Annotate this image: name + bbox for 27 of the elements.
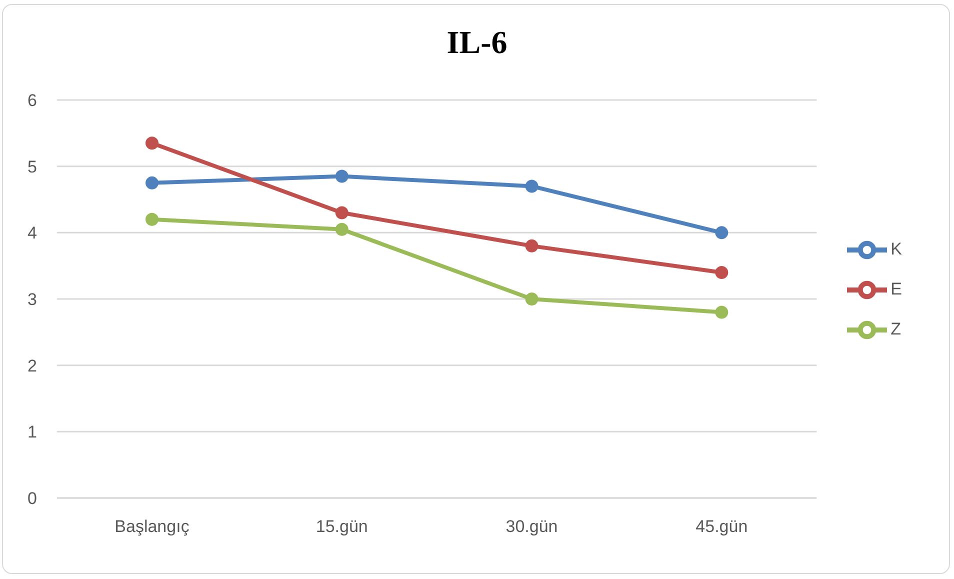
point (146, 176, 158, 190)
chart-title: IL-6 (446, 24, 508, 61)
y-tick-label: 6 (28, 91, 37, 110)
y-tick-label: 4 (28, 224, 37, 243)
x-tick-label: Başlangıç (114, 517, 190, 536)
legend-label: K (890, 238, 902, 258)
y-tick-label: 3 (28, 290, 37, 310)
point (525, 239, 538, 252)
point (146, 136, 158, 150)
point (335, 206, 348, 220)
x-tick-label: 45.gün (696, 517, 748, 536)
point (715, 266, 728, 279)
y-tick-label: 1 (28, 422, 37, 442)
y-tick-label: 2 (28, 356, 37, 376)
y-tick-label: 5 (28, 157, 37, 176)
point (715, 306, 728, 319)
y-tick-label: 0 (28, 489, 37, 508)
point (715, 226, 728, 240)
point (525, 292, 538, 306)
x-tick-label: 30.gün (506, 517, 558, 536)
legend-label: Z (890, 318, 902, 338)
legend-label: E (890, 278, 902, 298)
point (525, 180, 538, 193)
x-tick-label: 15.gün (316, 517, 368, 536)
point (335, 170, 348, 183)
point (146, 212, 158, 226)
point (335, 222, 348, 236)
